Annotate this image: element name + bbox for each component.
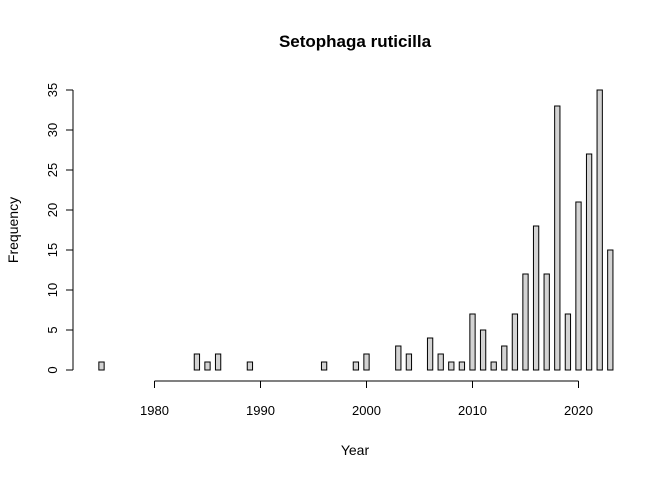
y-tick-label: 15 bbox=[45, 243, 60, 257]
bar bbox=[437, 353, 444, 371]
bar bbox=[204, 361, 211, 371]
bar bbox=[448, 361, 455, 371]
bar bbox=[522, 273, 529, 371]
bar bbox=[554, 105, 561, 371]
y-axis: 0 5 10 15 20 25 30 35 bbox=[45, 83, 74, 374]
bar bbox=[246, 361, 254, 371]
bar bbox=[458, 361, 466, 371]
x-tick-label: 2000 bbox=[352, 403, 381, 418]
bar bbox=[490, 361, 497, 371]
y-axis-title: Frequency bbox=[5, 197, 21, 263]
y-tick-label: 0 bbox=[45, 366, 60, 373]
bar bbox=[405, 353, 413, 371]
y-tick-label: 30 bbox=[45, 123, 60, 137]
bar bbox=[543, 273, 550, 371]
x-axis-title: Year bbox=[341, 442, 370, 458]
bar bbox=[214, 353, 222, 371]
chart-title: Setophaga ruticilla bbox=[279, 32, 432, 51]
bar bbox=[320, 361, 328, 371]
bar bbox=[596, 89, 603, 371]
bar bbox=[585, 153, 593, 371]
bar bbox=[395, 345, 402, 371]
x-tick-label: 1980 bbox=[140, 403, 169, 418]
bar bbox=[575, 201, 582, 371]
y-tick-label: 5 bbox=[45, 326, 60, 333]
bar bbox=[479, 329, 487, 371]
bar bbox=[363, 353, 370, 371]
y-tick-label: 20 bbox=[45, 203, 60, 217]
bar bbox=[352, 361, 360, 371]
x-tick-label: 2020 bbox=[564, 403, 593, 418]
bar bbox=[532, 225, 540, 371]
bar bbox=[607, 249, 614, 371]
bar bbox=[98, 361, 105, 371]
bar bbox=[469, 313, 476, 371]
bars-group bbox=[98, 89, 614, 371]
bar bbox=[501, 345, 508, 371]
x-tick-label: 1990 bbox=[246, 403, 275, 418]
y-tick-label: 10 bbox=[45, 283, 60, 297]
bar bbox=[511, 313, 519, 371]
bar bbox=[564, 313, 572, 371]
y-tick-label: 35 bbox=[45, 83, 60, 97]
x-tick-label: 2010 bbox=[458, 403, 487, 418]
x-axis: 1980 1990 2000 2010 2020 bbox=[140, 380, 593, 418]
y-tick-label: 25 bbox=[45, 163, 60, 177]
bar bbox=[193, 353, 201, 371]
bar bbox=[426, 337, 434, 371]
